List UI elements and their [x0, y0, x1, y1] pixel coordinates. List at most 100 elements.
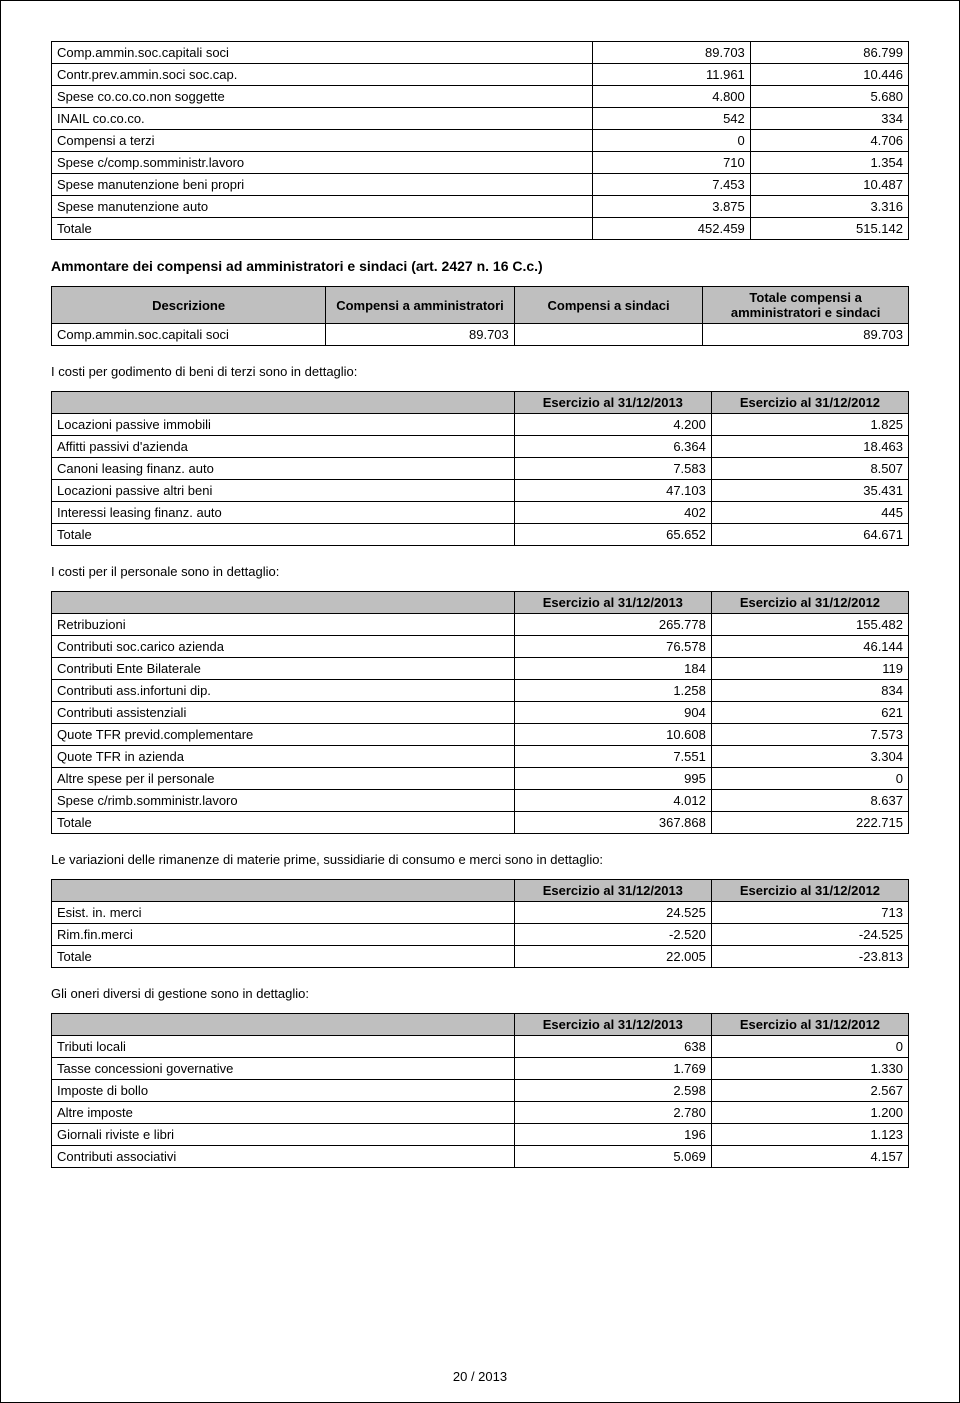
cell-value: 834 [711, 680, 908, 702]
cell-label: Comp.ammin.soc.capitali soci [52, 324, 326, 346]
cell-value: 621 [711, 702, 908, 724]
cell-value: 47.103 [514, 480, 711, 502]
cell-label: Contributi assistenziali [52, 702, 515, 724]
cell-label: Tributi locali [52, 1036, 515, 1058]
table-row: Totale22.005-23.813 [52, 946, 909, 968]
cell-value: 7.453 [592, 174, 750, 196]
table-row: Contributi ass.infortuni dip.1.258834 [52, 680, 909, 702]
cell-label: Quote TFR previd.complementare [52, 724, 515, 746]
th-2013: Esercizio al 31/12/2013 [514, 392, 711, 414]
cell-value: 1.123 [711, 1124, 908, 1146]
table-row: Interessi leasing finanz. auto402445 [52, 502, 909, 524]
cell-value: 7.583 [514, 458, 711, 480]
th-blank [52, 1014, 515, 1036]
cell-value: 4.800 [592, 86, 750, 108]
cell-value: -24.525 [711, 924, 908, 946]
cell-label: Giornali riviste e libri [52, 1124, 515, 1146]
table-row: Locazioni passive altri beni47.10335.431 [52, 480, 909, 502]
cell-value: 265.778 [514, 614, 711, 636]
cell-value: 0 [711, 1036, 908, 1058]
table-row: Compensi a terzi04.706 [52, 130, 909, 152]
text-oneri: Gli oneri diversi di gestione sono in de… [51, 986, 909, 1001]
cell-value: 4.706 [750, 130, 908, 152]
cell-value: 1.200 [711, 1102, 908, 1124]
table-row: Totale65.65264.671 [52, 524, 909, 546]
cell-value: 334 [750, 108, 908, 130]
th-2012: Esercizio al 31/12/2012 [711, 392, 908, 414]
th-blank [52, 392, 515, 414]
cell-label: Locazioni passive altri beni [52, 480, 515, 502]
heading-compensi: Ammontare dei compensi ad amministratori… [51, 258, 909, 274]
table-row: Imposte di bollo2.5982.567 [52, 1080, 909, 1102]
cell-value: 5.680 [750, 86, 908, 108]
table-rimanenze: Esercizio al 31/12/2013 Esercizio al 31/… [51, 879, 909, 968]
page: Comp.ammin.soc.capitali soci89.70386.799… [0, 0, 960, 1403]
th-desc: Descrizione [52, 287, 326, 324]
table-row: Comp.ammin.soc.capitali soci 89.703 89.7… [52, 324, 909, 346]
cell-value: 2.598 [514, 1080, 711, 1102]
cell-label: Affitti passivi d'azienda [52, 436, 515, 458]
th-2013: Esercizio al 31/12/2013 [514, 1014, 711, 1036]
cell-value: 64.671 [711, 524, 908, 546]
cell-label: Canoni leasing finanz. auto [52, 458, 515, 480]
cell-value: 46.144 [711, 636, 908, 658]
cell-value: 542 [592, 108, 750, 130]
cell-label: Totale [52, 218, 593, 240]
cell-value: 7.551 [514, 746, 711, 768]
cell-value: 10.446 [750, 64, 908, 86]
table-row: Locazioni passive immobili4.2001.825 [52, 414, 909, 436]
table-row: Spese c/comp.somministr.lavoro7101.354 [52, 152, 909, 174]
text-godimento: I costi per godimento di beni di terzi s… [51, 364, 909, 379]
table-row: Altre imposte2.7801.200 [52, 1102, 909, 1124]
table-row: Esist. in. merci24.525713 [52, 902, 909, 924]
cell-value: 24.525 [514, 902, 711, 924]
page-footer: 20 / 2013 [1, 1369, 959, 1384]
table-row: Comp.ammin.soc.capitali soci89.70386.799 [52, 42, 909, 64]
table-row: INAIL co.co.co.542334 [52, 108, 909, 130]
table-row: Tasse concessioni governative1.7691.330 [52, 1058, 909, 1080]
table-row: Contributi soc.carico azienda76.57846.14… [52, 636, 909, 658]
cell-value: 1.825 [711, 414, 908, 436]
cell-value: 0 [711, 768, 908, 790]
table-personale: Esercizio al 31/12/2013 Esercizio al 31/… [51, 591, 909, 834]
cell-value: 1.330 [711, 1058, 908, 1080]
cell-label: Quote TFR in azienda [52, 746, 515, 768]
cell-value: 2.567 [711, 1080, 908, 1102]
table-compensi: Descrizione Compensi a amministratori Co… [51, 286, 909, 346]
cell-label: Spese manutenzione beni propri [52, 174, 593, 196]
cell-value: 119 [711, 658, 908, 680]
cell-value: 7.573 [711, 724, 908, 746]
cell-value: 11.961 [592, 64, 750, 86]
cell-label: Contributi ass.infortuni dip. [52, 680, 515, 702]
cell-value: 452.459 [592, 218, 750, 240]
cell-value: 10.487 [750, 174, 908, 196]
table-row: Spese manutenzione auto3.8753.316 [52, 196, 909, 218]
cell-value: 3.875 [592, 196, 750, 218]
cell-label: Totale [52, 812, 515, 834]
cell-label: Contributi associativi [52, 1146, 515, 1168]
cell-label: Contributi Ente Bilaterale [52, 658, 515, 680]
table-row: Altre spese per il personale9950 [52, 768, 909, 790]
cell-value: 4.157 [711, 1146, 908, 1168]
cell-value: 222.715 [711, 812, 908, 834]
cell-value: 713 [711, 902, 908, 924]
table-row: Spese manutenzione beni propri7.45310.48… [52, 174, 909, 196]
cell-value: 0 [592, 130, 750, 152]
cell-value: 1.769 [514, 1058, 711, 1080]
cell-value [514, 324, 703, 346]
table-row: Rim.fin.merci-2.520-24.525 [52, 924, 909, 946]
cell-value: 22.005 [514, 946, 711, 968]
cell-value: 3.304 [711, 746, 908, 768]
table-row: Canoni leasing finanz. auto7.5838.507 [52, 458, 909, 480]
table-row: Giornali riviste e libri1961.123 [52, 1124, 909, 1146]
cell-value: 710 [592, 152, 750, 174]
cell-value: 76.578 [514, 636, 711, 658]
table-row: Affitti passivi d'azienda6.36418.463 [52, 436, 909, 458]
th-comp-sindaci: Compensi a sindaci [514, 287, 703, 324]
cell-value: 5.069 [514, 1146, 711, 1168]
cell-value: 6.364 [514, 436, 711, 458]
cell-value: -23.813 [711, 946, 908, 968]
cell-value: 402 [514, 502, 711, 524]
cell-label: Contributi soc.carico azienda [52, 636, 515, 658]
cell-label: Altre imposte [52, 1102, 515, 1124]
